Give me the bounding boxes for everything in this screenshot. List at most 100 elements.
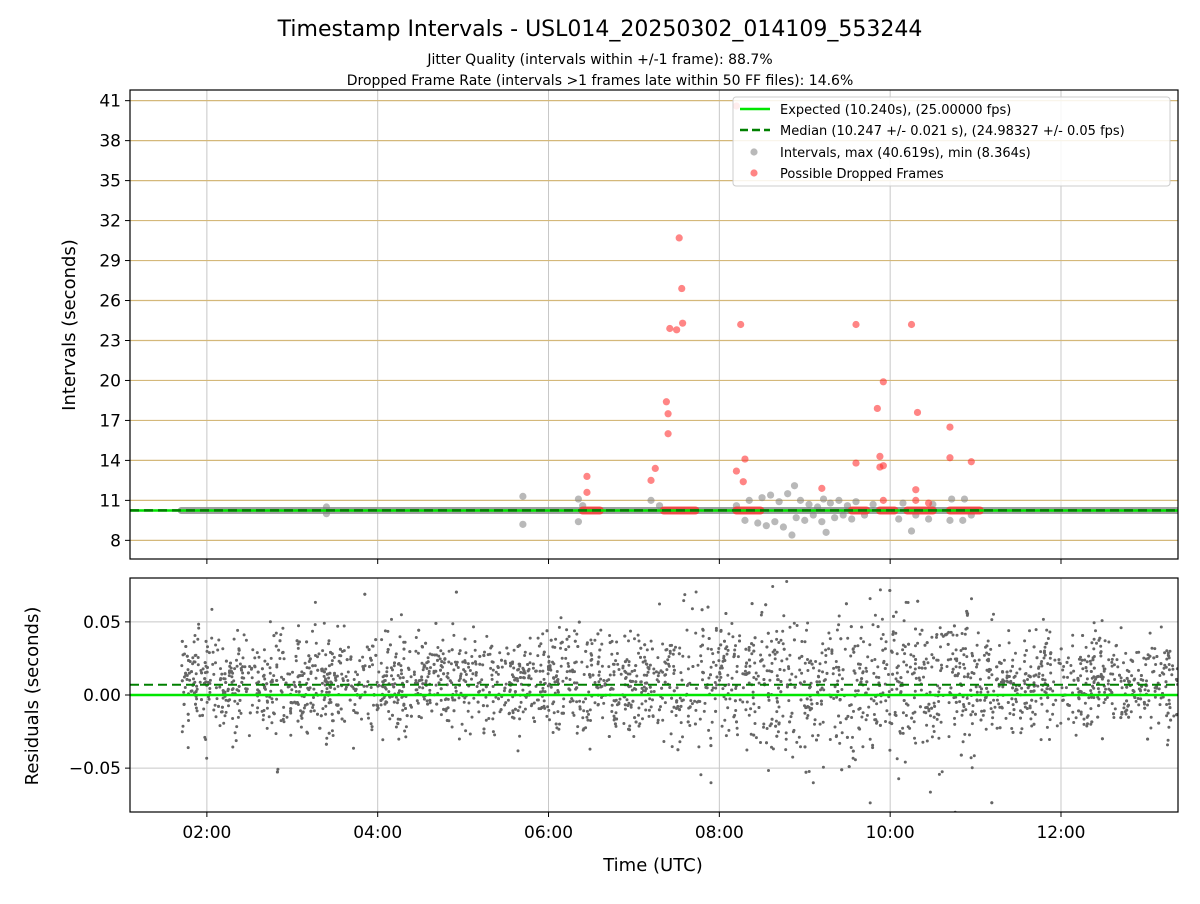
residual-point (590, 663, 594, 667)
residual-point (1165, 714, 1169, 718)
residual-point (558, 722, 561, 726)
residual-point (629, 703, 633, 707)
residual-point (832, 666, 836, 670)
residual-point (711, 686, 715, 690)
residual-point (725, 652, 729, 656)
residual-point (1135, 651, 1139, 654)
residual-point (398, 717, 402, 721)
residual-point (679, 671, 683, 675)
residual-point (361, 665, 365, 668)
residual-point (1051, 689, 1055, 693)
residual-point (750, 602, 754, 606)
residual-point (261, 674, 265, 678)
residual-point (491, 717, 495, 721)
residual-point (402, 703, 406, 707)
residual-point (211, 650, 215, 654)
residual-point (971, 710, 975, 714)
residual-point (230, 688, 234, 692)
residual-point (485, 634, 489, 638)
residual-point (890, 722, 894, 726)
intervals-y-tick-label: 14 (99, 451, 121, 471)
residual-point (392, 664, 396, 668)
residual-point (490, 673, 494, 677)
residual-point (186, 746, 190, 750)
residual-point (452, 668, 456, 672)
residual-point (627, 701, 631, 705)
residual-point (895, 671, 899, 675)
residual-point (630, 669, 634, 673)
residual-point (991, 716, 995, 720)
residual-point (453, 698, 457, 702)
residual-point (981, 713, 985, 717)
residual-point (727, 728, 731, 732)
residual-point (1037, 672, 1041, 676)
residual-point (727, 632, 731, 636)
residual-point (904, 600, 908, 604)
residual-point (439, 649, 443, 653)
residual-point (914, 644, 917, 648)
residual-point (235, 658, 238, 662)
interval-point (946, 516, 954, 524)
residual-point (1057, 658, 1061, 662)
residual-point (537, 707, 541, 711)
residual-point (723, 639, 726, 643)
residual-point (1144, 657, 1148, 661)
residual-point (236, 702, 240, 706)
residual-point (187, 719, 190, 722)
residual-point (897, 777, 901, 781)
residual-point (279, 719, 283, 723)
residual-point (923, 643, 927, 647)
residual-point (421, 686, 425, 690)
residual-point (837, 714, 841, 718)
residual-point (864, 718, 868, 722)
residual-point (235, 664, 239, 668)
residual-point (1163, 663, 1167, 667)
residual-point (706, 605, 710, 609)
residual-point (1113, 707, 1117, 711)
residual-point (554, 675, 558, 679)
residual-point (623, 669, 627, 673)
residual-point (347, 645, 350, 649)
residual-point (690, 607, 694, 611)
residuals-y-tick-label: −0.05 (69, 759, 121, 779)
chart-title: Timestamp Intervals - USL014_20250302_01… (277, 17, 923, 42)
residual-point (361, 655, 365, 659)
residual-point (855, 678, 859, 682)
residual-point (1053, 658, 1057, 662)
interval-point (647, 496, 655, 504)
residual-point (736, 655, 740, 659)
residual-point (376, 684, 380, 688)
residual-point (1125, 668, 1129, 672)
residual-point (771, 585, 775, 588)
residual-point (725, 645, 729, 649)
residual-point (668, 644, 672, 647)
residual-point (871, 746, 875, 750)
residual-point (992, 689, 996, 693)
residual-point (1125, 708, 1129, 712)
residual-point (1000, 706, 1004, 710)
residual-point (356, 673, 359, 677)
interval-point (948, 495, 956, 503)
residual-point (480, 678, 484, 682)
residual-point (1010, 697, 1014, 701)
residual-point (467, 665, 471, 669)
residual-point (781, 642, 785, 646)
residual-point (1031, 710, 1035, 714)
residual-point (637, 713, 640, 717)
residual-point (756, 674, 760, 678)
residual-point (785, 685, 789, 689)
residual-point (639, 680, 643, 684)
residual-point (523, 650, 527, 654)
residual-point (646, 670, 650, 674)
residual-point (807, 705, 811, 709)
residual-point (752, 676, 756, 679)
residual-point (913, 710, 917, 714)
residual-point (672, 648, 676, 652)
residual-point (774, 719, 778, 723)
residual-point (523, 707, 527, 711)
residual-point (875, 702, 879, 706)
interval-point (574, 495, 583, 503)
residual-point (582, 673, 586, 676)
dropped-frame-point (912, 496, 920, 504)
residual-point (386, 629, 390, 633)
